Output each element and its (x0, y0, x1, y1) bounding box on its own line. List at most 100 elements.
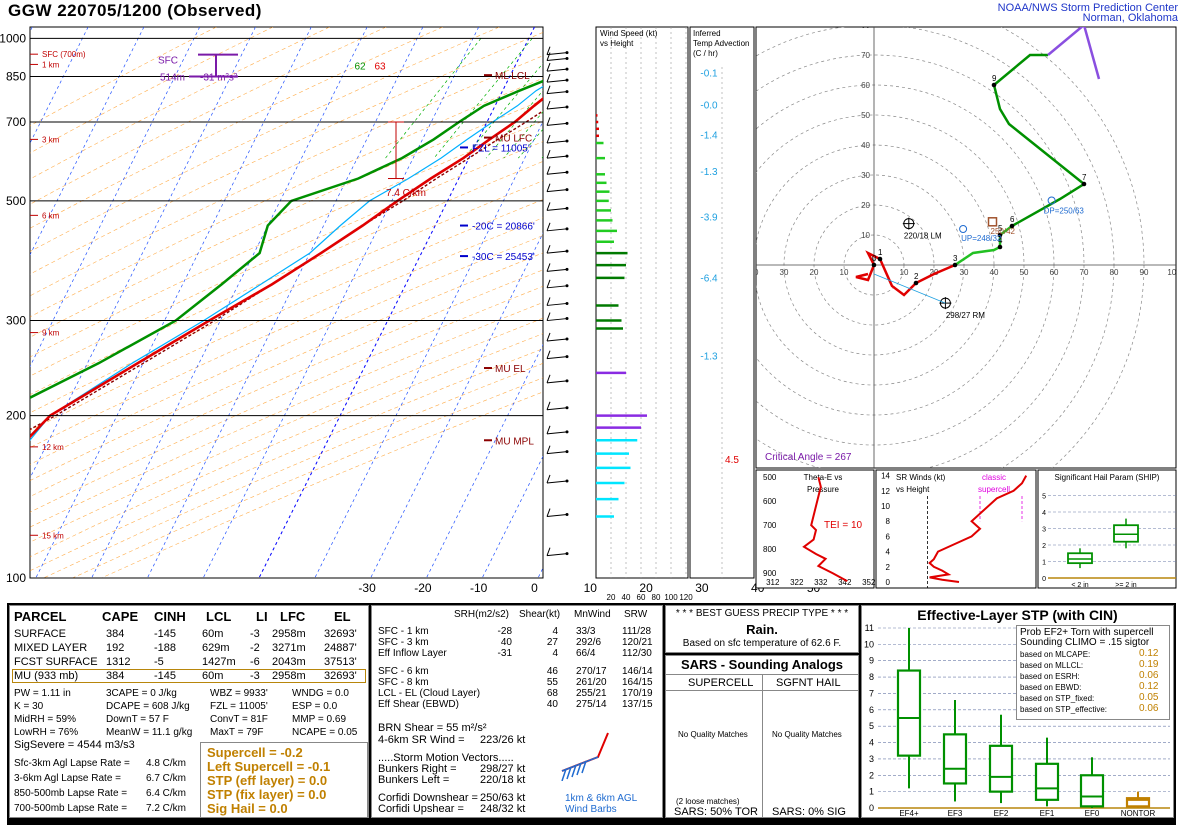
sr-wind-value: 223/26 kt (480, 734, 526, 746)
thermo-param: WNDG = 0.0 (292, 688, 349, 699)
wind-barb-flag (546, 508, 551, 517)
isotherm (30, 27, 256, 479)
wind-barb-shaft (546, 207, 568, 211)
wind-barb-flag (546, 332, 551, 342)
kin-col-header: Shear(kt) (519, 609, 561, 620)
hodo-ring-label: 20 (930, 268, 939, 277)
page-title: GGW 220705/1200 (Observed) (8, 1, 262, 20)
parcel-col-header: EL (334, 609, 351, 624)
wind-speed-tick: 120 (679, 593, 693, 602)
stp-y-tick: 10 (864, 639, 874, 649)
mixing-ratio-line (433, 38, 533, 159)
temp-tick-label: -20 (414, 581, 432, 595)
stp-prob-label: based on MLLCL: (1020, 661, 1084, 670)
dry-adiabat (30, 180, 543, 414)
stp-y-tick: 1 (869, 787, 874, 797)
wind-barb-flag (546, 263, 551, 272)
sr-winds-title: SR Winds (kt) (896, 473, 946, 482)
stp-category-label: EF3 (948, 809, 963, 817)
stp-prob-label: based on STP_effective: (1020, 705, 1108, 714)
mixing-ratio-line (385, 38, 482, 159)
parcel-cell: -145 (154, 670, 177, 682)
wind-barb-flag (546, 445, 551, 454)
stp-category-label: NONTOR (1121, 809, 1156, 817)
thermo-param: MidRH = 59% (14, 714, 76, 725)
bunkers-left-value: 220/18 kt (480, 774, 526, 786)
dry-adiabat (30, 27, 274, 154)
advection-value: -0.0 (700, 101, 718, 112)
stp-title: Effective-Layer STP (with CIN) (917, 607, 1118, 623)
isotherm (370, 232, 543, 578)
hodo-ring-label: 70 (861, 51, 870, 60)
kinematic-cell: 164/15 (622, 677, 653, 688)
kinematic-cell: 255/21 (576, 688, 607, 699)
wind-barb-flag (546, 374, 551, 383)
kinematic-cell: -28 (497, 626, 512, 637)
kinematic-cell: 137/15 (622, 699, 653, 710)
hodo-ring-label: 100 (567, 268, 581, 277)
wind-barb-flag (546, 297, 551, 306)
wind-barb-flag (546, 46, 551, 55)
advection-value: -6.4 (700, 273, 718, 284)
hodo-ring-label: 40 (750, 268, 759, 277)
isotherm (314, 120, 543, 578)
sr-wind-label: 4-6km SR Wind = (378, 734, 465, 746)
sars-supercell-matches: No Quality Matches (678, 730, 748, 739)
mu-lfc-label: MU LFC (495, 134, 532, 145)
m20c-label: -20C = 20866' (472, 222, 535, 233)
sr-winds-h-tick: 12 (881, 487, 890, 496)
wind-barb-base (565, 105, 569, 109)
parcel-cell: 2958m (272, 670, 306, 682)
hodo-height-label: 4 (998, 236, 1003, 245)
height-label: 15 km (42, 531, 64, 540)
temp-tick-label: 20 (639, 581, 653, 595)
wind-barb-base (565, 379, 569, 383)
advection-title: Temp Advection (693, 39, 749, 48)
wind-barb-base (565, 51, 569, 55)
stp-category-label: EF4+ (899, 809, 919, 817)
wind-barb-flag (546, 425, 551, 435)
ship-y-tick: 4 (1042, 510, 1046, 517)
theta-e-profile (802, 476, 848, 582)
hodo-height-label: 0 (872, 254, 877, 263)
hodo-height-marker (877, 256, 883, 262)
wind-barb-shaft (546, 189, 568, 193)
wind-speed-tick: 60 (637, 593, 646, 602)
kinematic-cell: Eff Inflow Layer (378, 648, 447, 659)
precip-basis: Based on sfc temperature of 62.6 F. (682, 638, 842, 649)
thermo-param: ConvT = 81F (210, 714, 268, 725)
stp-y-tick: 3 (869, 754, 874, 764)
hodo-ring-label: 10 (840, 268, 849, 277)
parcel-cell: 60m (202, 628, 224, 640)
wind-speed-panel: 20 40 60 80 100 120 Wind Speed (kt)vs Height (595, 26, 693, 602)
height-label: 3 km (42, 135, 60, 144)
wind-speed-title: Wind Speed (kt) (600, 29, 658, 38)
wind-barb-base (565, 170, 569, 174)
stp-prob-value: 0.12 (1139, 648, 1159, 659)
parcel-cell: 32693' (324, 628, 357, 640)
height-label: SFC (700m) (42, 50, 86, 59)
temp-tick-label: 30 (695, 581, 709, 595)
kin-col-header: SRW (624, 609, 648, 620)
temp-tick-label: 10 (584, 581, 598, 595)
wind-barb-shaft (546, 228, 568, 232)
wind-barb-flag (546, 244, 551, 254)
thermo-param: MaxT = 79F (210, 727, 264, 738)
wind-barb-shaft (546, 58, 568, 62)
ship-box (1113, 524, 1139, 543)
wind-barb-base (565, 301, 569, 305)
wind-barb-shaft (546, 79, 568, 83)
wind-barb-shaft (546, 52, 568, 56)
height-label: 12 km (42, 443, 64, 452)
corfidi-up-value: 248/32 kt (480, 803, 526, 815)
lapse-rate-label: 7.4 C/km (386, 188, 426, 199)
lapse-rate-value: 6.7 C/km (146, 773, 187, 784)
sr-winds-h-tick: 4 (886, 548, 891, 557)
wind-barb-base (565, 267, 569, 271)
sr-winds-profile (928, 475, 1028, 583)
parcel-cell: MIXED LAYER (14, 642, 88, 654)
parcel-cell: 384 (106, 670, 125, 682)
parcel-cell: 2043m (272, 656, 306, 668)
kin-col-header: SRH(m2/s2) (454, 609, 510, 620)
